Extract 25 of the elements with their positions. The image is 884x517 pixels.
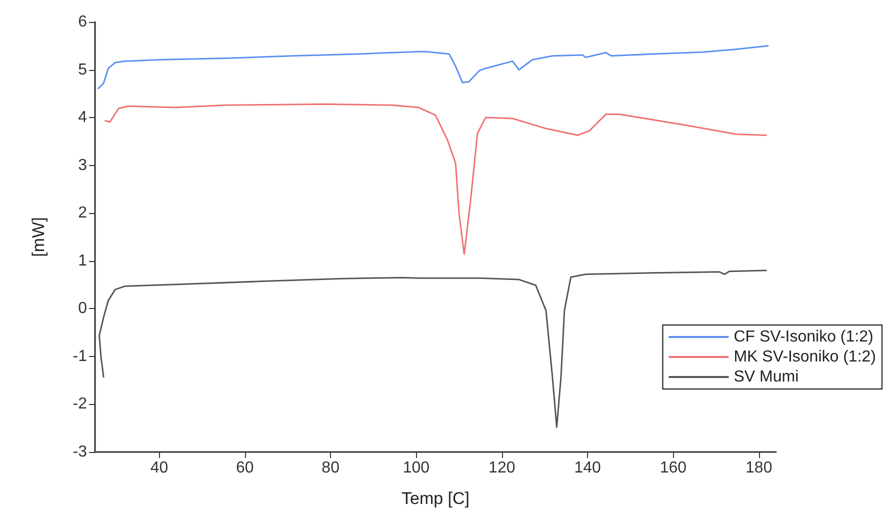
line-series (98, 45, 769, 90)
y-tick-label: 5 (78, 61, 88, 78)
x-tick-label: 140 (574, 460, 601, 476)
line-series (104, 103, 767, 255)
legend-label: SV Mumi (734, 368, 799, 386)
y-tick-label: 3 (78, 156, 88, 174)
x-tick-label: 160 (660, 460, 687, 476)
y-tick-label: -3 (72, 444, 88, 460)
y-tick-label: -1 (72, 348, 88, 365)
y-tick-label: 4 (78, 109, 88, 126)
y-tick-label: -2 (72, 396, 88, 413)
x-tick-label: 100 (402, 460, 430, 476)
x-tick-label: 40 (150, 460, 168, 476)
x-axis-title: Temp [C] (401, 489, 470, 508)
x-tick-label: 120 (488, 460, 516, 476)
y-tick-label: 0 (78, 300, 88, 318)
x-tick-label: 60 (236, 460, 254, 476)
y-axis-title: [mW] (29, 217, 48, 257)
legend-label: MK SV-Isoniko (1:2) (734, 348, 876, 366)
legend-label: CF SV-Isoniko (1:2) (734, 328, 874, 346)
y-tick-label: 6 (78, 14, 88, 30)
x-tick-label: 80 (322, 460, 340, 476)
y-tick-label: 2 (78, 204, 88, 222)
x-tick-label: 180 (746, 460, 772, 476)
y-tick-label: 1 (78, 252, 88, 270)
